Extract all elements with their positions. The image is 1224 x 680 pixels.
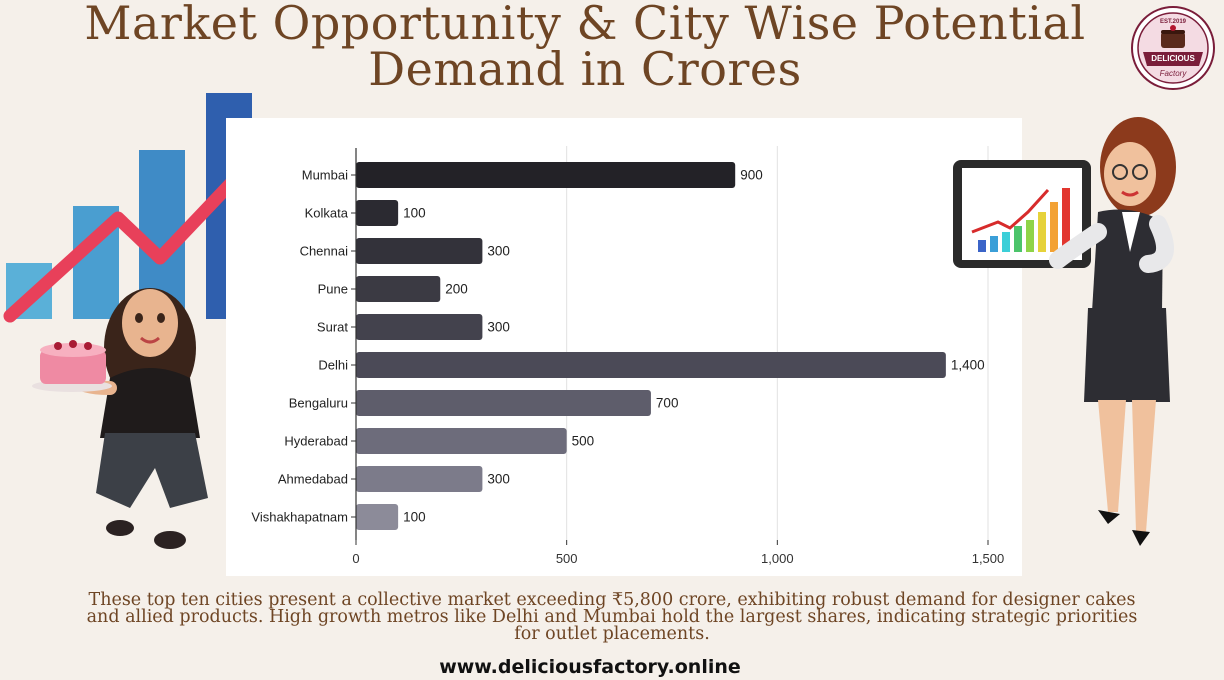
title-line-2: Demand in Crores [368, 42, 802, 96]
x-tick-label: 1,500 [972, 551, 1005, 566]
data-label: 200 [445, 282, 468, 297]
data-label: 700 [656, 396, 679, 411]
summary-line-2: and allied products. High growth metros … [86, 607, 1138, 627]
page-title: Market Opportunity & City Wise Potential… [0, 0, 1170, 92]
city-demand-bar-chart: Mumbai Kolkata Chennai Pune Surat Delhi Bengal… [251, 146, 1005, 566]
data-label: 1,400 [951, 358, 985, 373]
logo-est-text: EST.2019 [1160, 19, 1187, 25]
brand-logo: EST.2019 DELICIOUS Factory [1131, 6, 1215, 90]
logo-brand-top: DELICIOUS [1151, 54, 1195, 63]
data-label: 100 [403, 510, 426, 525]
data-label: 300 [487, 244, 510, 259]
category-label: Chennai [300, 244, 349, 259]
growth-arrow-icon [3, 151, 262, 323]
bar [356, 200, 399, 226]
category-label: Hyderabad [284, 434, 348, 449]
summary-line-3: for outlet placements. [514, 624, 710, 644]
bar-chart-card: Mumbai Kolkata Chennai Pune Surat Delhi Bengal… [226, 118, 1022, 576]
bar [356, 504, 399, 530]
data-label: 500 [572, 434, 595, 449]
x-tick-label: 1,000 [761, 551, 794, 566]
bar [356, 428, 567, 454]
bar [356, 390, 651, 416]
bar [356, 238, 483, 264]
category-label: Vishakhapatnam [251, 510, 348, 525]
logo-brand-bottom: Factory [1160, 69, 1188, 78]
x-tick-label: 500 [556, 551, 578, 566]
bar [356, 314, 483, 340]
x-tick-label: 0 [352, 551, 359, 566]
category-label: Kolkata [305, 206, 349, 221]
bar [356, 352, 946, 378]
woman-with-cake-illustration [32, 288, 208, 549]
bar [356, 466, 483, 492]
data-label: 300 [487, 472, 510, 487]
category-label: Surat [317, 320, 348, 335]
bar [356, 276, 441, 302]
summary-line-1: These top ten cities present a collectiv… [88, 590, 1136, 610]
data-label: 100 [403, 206, 426, 221]
businesswoman-tablet-illustration [953, 117, 1176, 546]
category-label: Mumbai [302, 168, 348, 183]
category-label: Bengaluru [289, 396, 348, 411]
data-label: 300 [487, 320, 510, 335]
category-label: Delhi [318, 358, 348, 373]
bar [356, 162, 736, 188]
data-label: 900 [740, 168, 763, 183]
title-line-1: Market Opportunity & City Wise Potential [84, 0, 1086, 50]
category-label: Pune [318, 282, 348, 297]
category-label: Ahmedabad [278, 472, 348, 487]
website-link[interactable]: www.deliciousfactory.online [439, 656, 741, 678]
summary-text: These top ten cities present a collectiv… [20, 590, 1204, 644]
growth-illustration-left [3, 93, 290, 549]
